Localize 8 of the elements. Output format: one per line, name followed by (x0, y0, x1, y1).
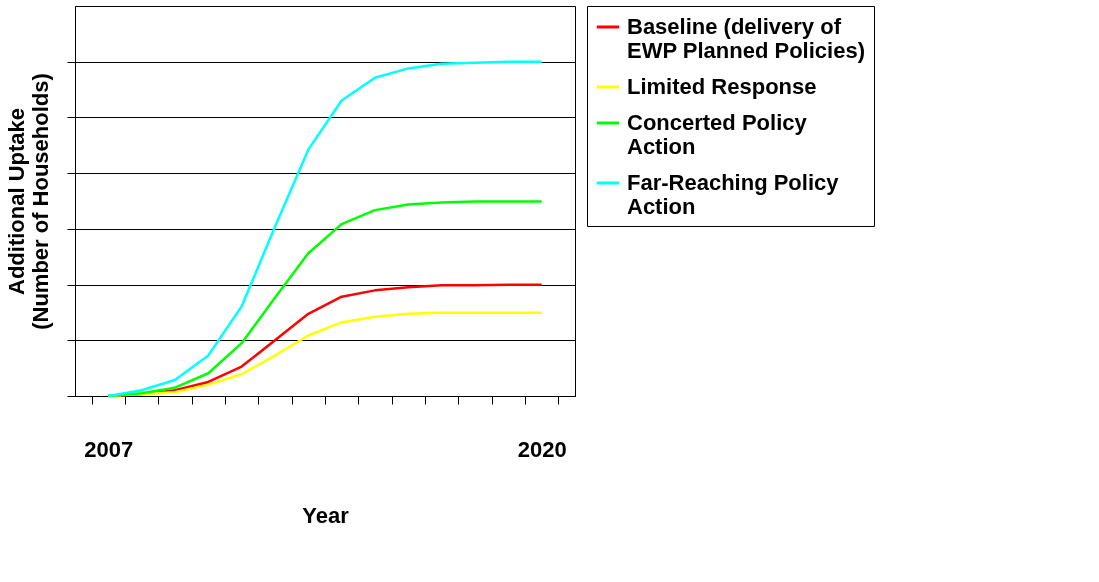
x-axis-title: Year (302, 502, 350, 528)
y-axis-title: Additional Uptake (Number of Households) (4, 73, 53, 330)
legend-label: Baseline (delivery of EWP Planned Policies) (627, 14, 865, 63)
legend-label: Concerted Policy Action (627, 110, 808, 159)
x-tick-label: 2007 (84, 436, 134, 462)
x-tick-label: 2020 (517, 436, 567, 462)
legend-label: Far-Reaching Policy Action (627, 170, 840, 219)
legend-label: Limited Response (627, 74, 817, 99)
